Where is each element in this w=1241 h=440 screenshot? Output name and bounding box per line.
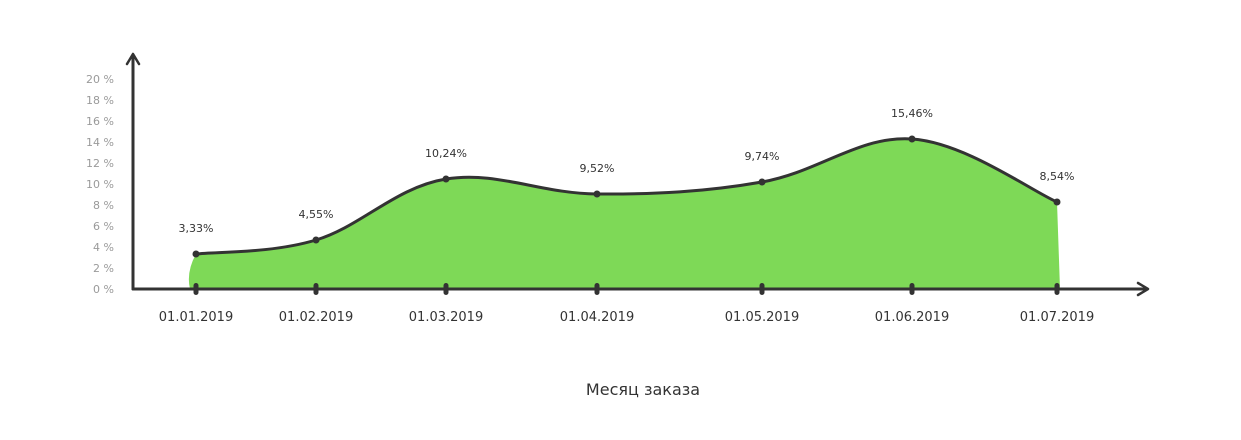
y-tick-label: 14 % bbox=[86, 136, 114, 149]
y-tick-label: 20 % bbox=[86, 73, 114, 86]
x-tick-mark bbox=[1054, 283, 1060, 295]
data-point bbox=[192, 250, 200, 258]
x-tick-label: 01.05.2019 bbox=[725, 310, 799, 325]
x-axis-arrow bbox=[1136, 281, 1150, 297]
y-tick-label: 0 % bbox=[93, 283, 114, 296]
axes-layer bbox=[125, 52, 1150, 297]
data-label: 4,55% bbox=[299, 208, 334, 221]
x-tick-mark bbox=[193, 283, 199, 295]
y-tick-label: 2 % bbox=[93, 262, 114, 275]
data-point bbox=[908, 135, 916, 143]
data-label: 8,54% bbox=[1040, 170, 1075, 183]
x-tick-mark bbox=[313, 283, 319, 295]
data-label: 9,74% bbox=[745, 150, 780, 163]
x-tick-label: 01.06.2019 bbox=[875, 310, 949, 325]
y-tick-label: 4 % bbox=[93, 241, 114, 254]
data-point bbox=[1053, 198, 1061, 206]
data-point bbox=[442, 175, 450, 183]
data-point bbox=[312, 236, 320, 244]
x-tick-mark bbox=[909, 283, 915, 295]
y-tick-label: 12 % bbox=[86, 157, 114, 170]
y-tick-label: 8 % bbox=[93, 199, 114, 212]
area-layer bbox=[188, 138, 1060, 289]
data-label: 10,24% bbox=[425, 147, 467, 160]
y-tick-label: 16 % bbox=[86, 115, 114, 128]
marks-layer: 01.01.2019 3,33% 01.02.2019 4,55% 01.03.2019… bbox=[86, 73, 1094, 325]
data-point bbox=[593, 190, 601, 198]
y-axis-arrow bbox=[125, 52, 141, 66]
x-tick-label: 01.01.2019 bbox=[159, 310, 233, 325]
x-tick-mark bbox=[759, 283, 765, 295]
x-tick-label: 01.04.2019 bbox=[560, 310, 634, 325]
x-tick-label: 01.03.2019 bbox=[409, 310, 483, 325]
y-tick-label: 18 % bbox=[86, 94, 114, 107]
y-tick-label: 6 % bbox=[93, 220, 114, 233]
series-area bbox=[188, 138, 1060, 289]
data-label: 15,46% bbox=[891, 107, 933, 120]
x-tick-label: 01.02.2019 bbox=[279, 310, 353, 325]
y-tick-label: 10 % bbox=[86, 178, 114, 191]
x-axis-title: Месяц заказа bbox=[586, 380, 700, 399]
x-tick-mark bbox=[443, 283, 449, 295]
data-point bbox=[758, 178, 766, 186]
x-tick-mark bbox=[594, 283, 600, 295]
data-label: 9,52% bbox=[580, 162, 615, 175]
data-label: 3,33% bbox=[179, 222, 214, 235]
x-tick-label: 01.07.2019 bbox=[1020, 310, 1094, 325]
